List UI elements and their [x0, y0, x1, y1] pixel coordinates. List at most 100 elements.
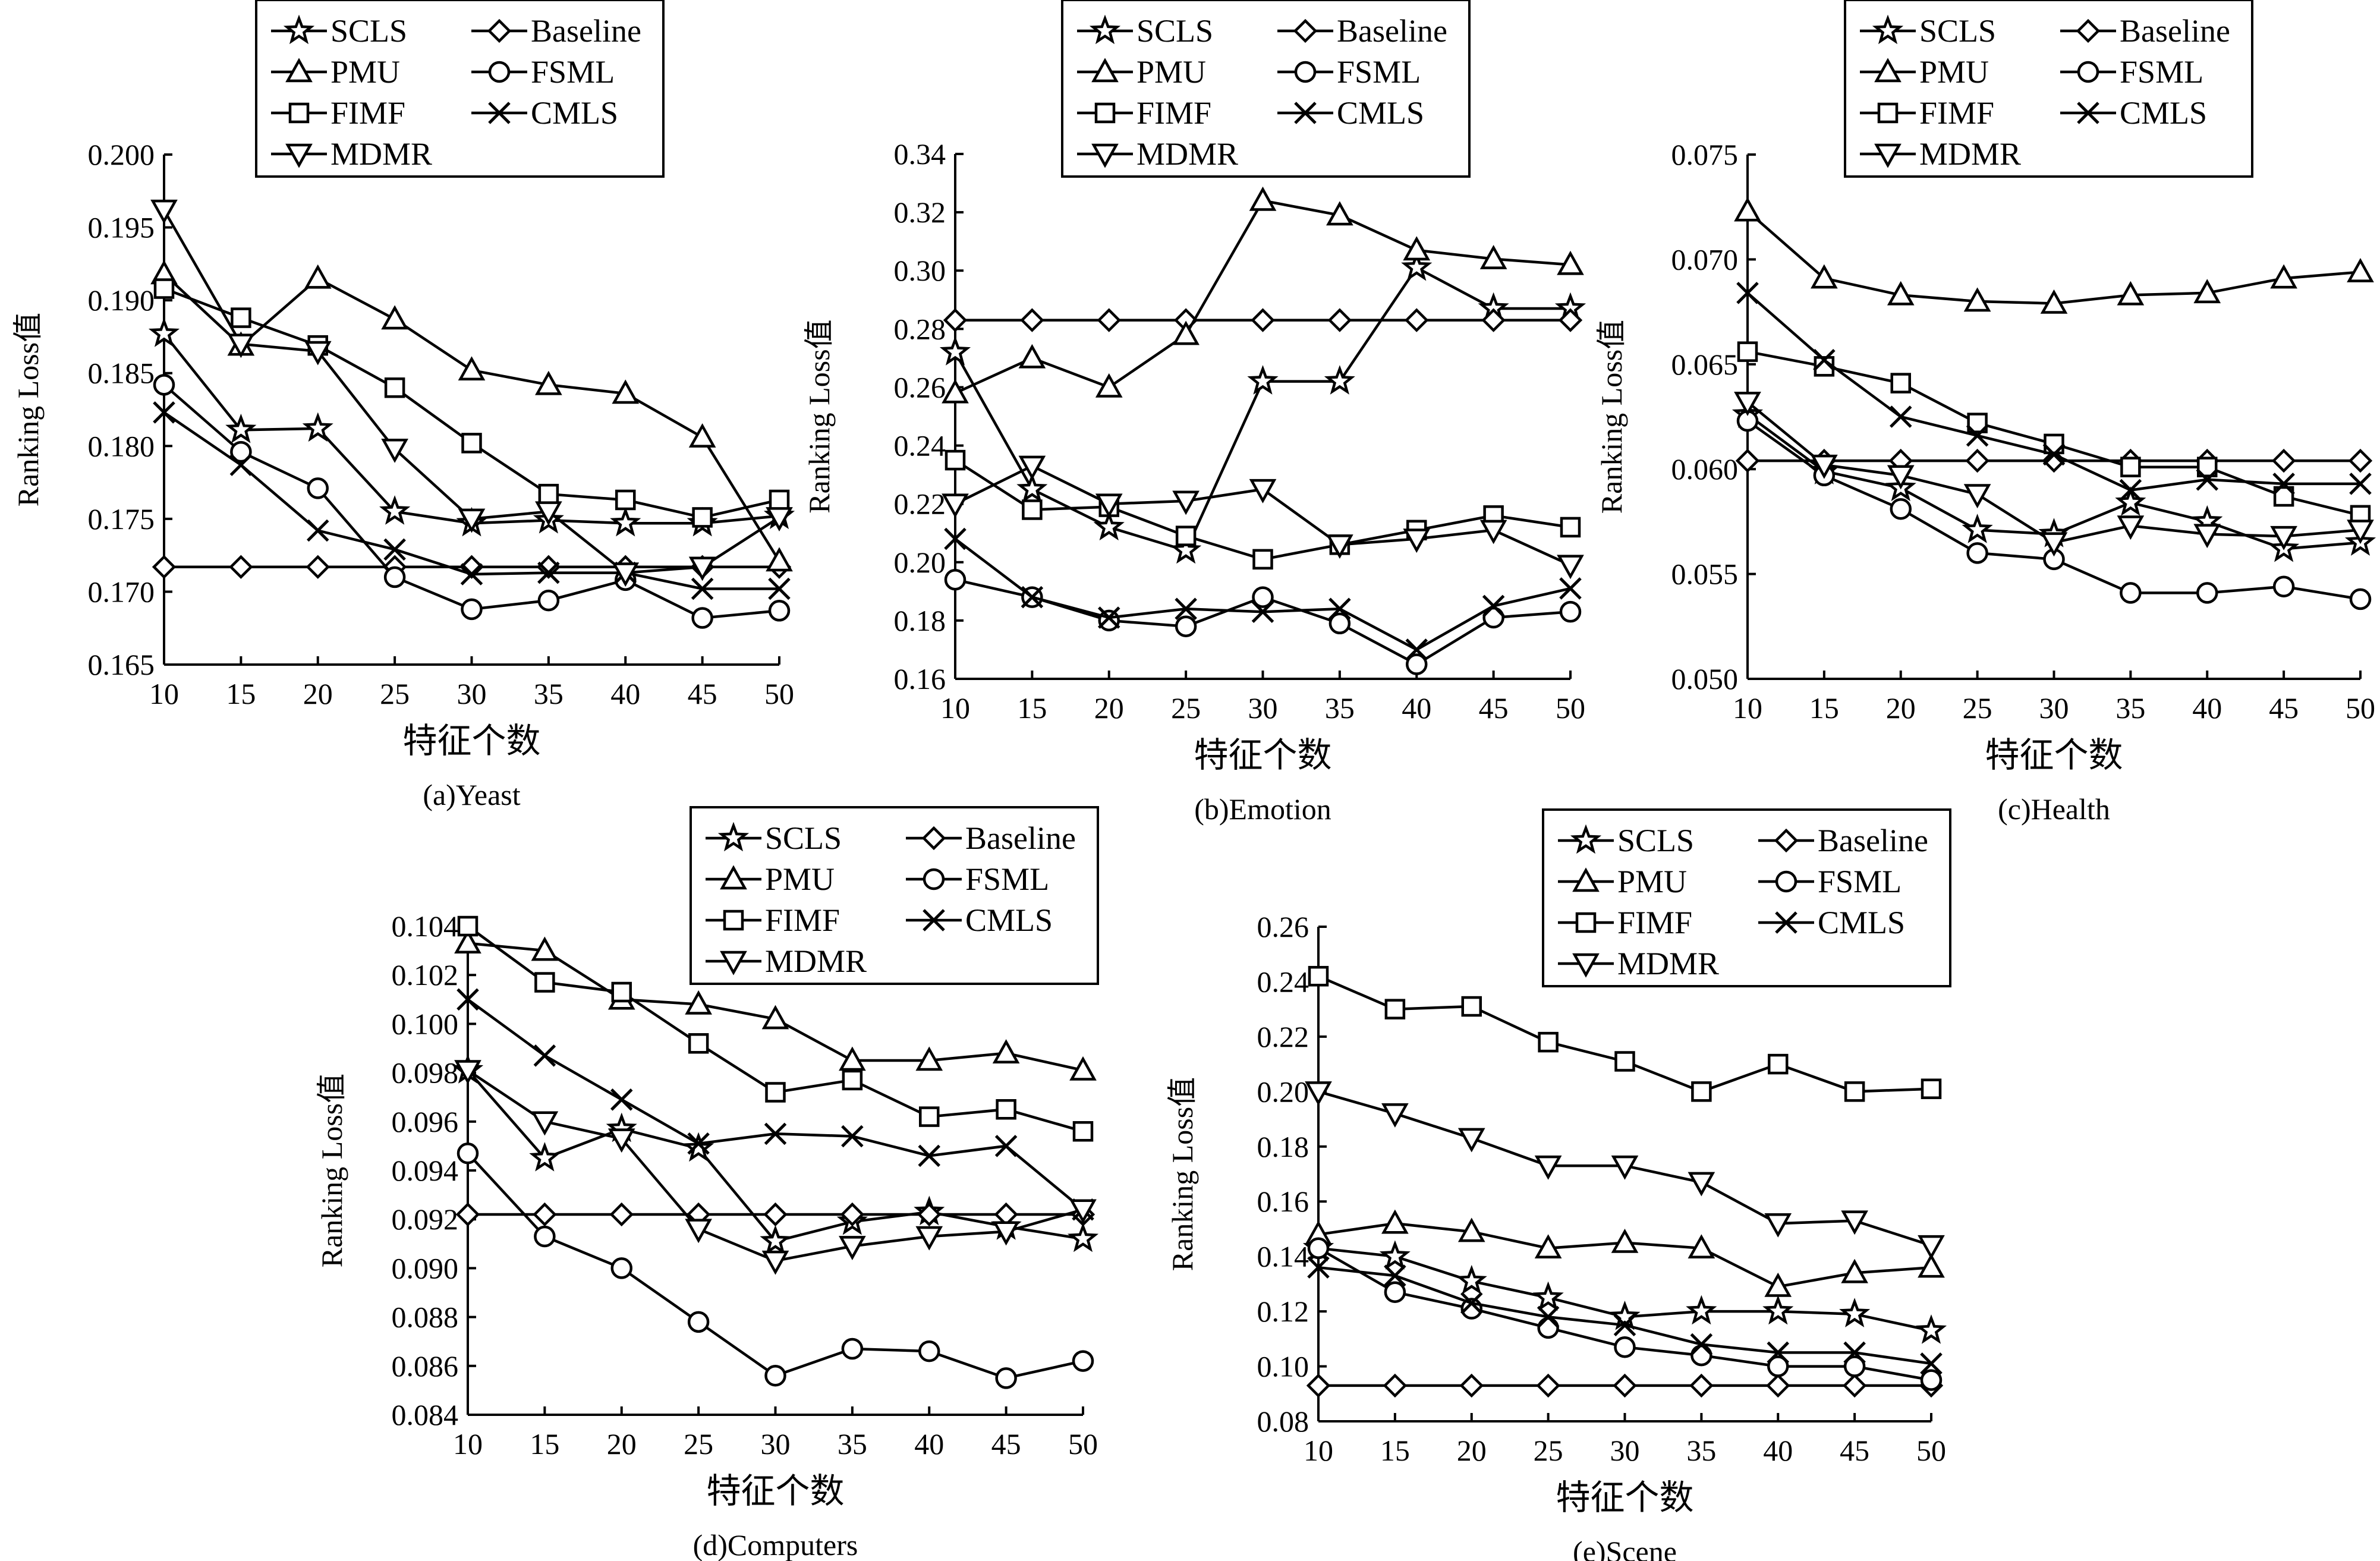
series-line [1318, 975, 1932, 1093]
y-axis-label: Ranking Loss值 [802, 319, 836, 513]
series-baseline [1306, 1373, 1944, 1398]
y-tick-label: 0.102 [392, 958, 459, 992]
x-tick-label: 35 [838, 1427, 867, 1461]
data-point-x [1736, 282, 1759, 304]
data-point-triangle-up [1887, 281, 1915, 306]
data-point-triangle-down [2347, 520, 2374, 545]
data-point-triangle-up [766, 547, 793, 572]
data-point-x [918, 1144, 941, 1167]
data-point-triangle-down [1557, 555, 1584, 580]
y-tick-label: 0.075 [1671, 138, 1739, 171]
series-line [163, 383, 780, 619]
legend-item-pmu: PMU [271, 54, 400, 90]
chart-panel: 0.08 0.10 0.12 0.14 0.16 0.18 0.20 0.22 0.24 0.26… [1166, 808, 1951, 1561]
legend-label: Baseline [2120, 13, 2230, 49]
legend-item-fsml: FSML [1277, 54, 1421, 90]
legend-label: FIMF [1137, 95, 1211, 131]
data-point-triangle-down [761, 1250, 789, 1275]
series-fimf [1308, 965, 1942, 1102]
data-point-x [768, 577, 791, 600]
data-point-triangle-down [766, 507, 793, 532]
data-point-triangle-up [454, 929, 481, 954]
x-axis-label: 特征个数 [1556, 1478, 1693, 1517]
y-tick-label: 0.096 [392, 1105, 459, 1138]
y-tick-label: 0.28 [894, 312, 946, 345]
data-point-triangle-up [992, 1039, 1020, 1063]
data-point-circle [1537, 1317, 1559, 1339]
y-axis-label: Ranking Loss值 [1166, 1077, 1199, 1271]
chart-panel: 0.050 0.055 0.060 0.065 0.070 0.075 10 15 20 25 30… [1595, 0, 2376, 826]
data-point-circle [153, 374, 175, 396]
series-cmls [1307, 1256, 1943, 1375]
y-tick-label: 0.22 [894, 487, 946, 521]
x-axis-label: 特征个数 [1194, 736, 1331, 775]
series-cmls [1736, 282, 2372, 502]
data-point-triangle-up [839, 1046, 866, 1071]
legend-item-pmu: PMU [706, 861, 835, 897]
data-point-square [1737, 341, 1758, 362]
series-mdmr [942, 455, 1584, 580]
x-tick-label: 10 [453, 1427, 483, 1461]
data-point-square [919, 1106, 940, 1127]
legend-item-cmls: CMLS [906, 902, 1053, 938]
legend-label: FIMF [765, 902, 840, 938]
y-tick-label: 0.100 [392, 1007, 459, 1040]
data-point-triangle-up [535, 370, 562, 395]
x-tick-label: 50 [1916, 1434, 1946, 1467]
data-point-star [1379, 1240, 1411, 1270]
data-point-diamond [1766, 1373, 1790, 1398]
legend-item-scls: SCLS [1077, 13, 1213, 49]
data-point-circle [1767, 1355, 1789, 1377]
legend-item-mdmr: MDMR [271, 136, 432, 172]
data-point-star [1324, 365, 1355, 395]
y-tick-label: 0.060 [1671, 452, 1739, 486]
series-mdmr [454, 1060, 1097, 1275]
data-point-x [1307, 1256, 1330, 1279]
legend-marker [923, 909, 945, 931]
data-point-x [944, 527, 967, 550]
legend-marker [1091, 143, 1119, 168]
data-point-triangle-down [607, 1128, 635, 1153]
legend-marker [720, 951, 747, 975]
legend: SCLS Baseline PMU FSML FIMF CMLS MDMR [1844, 0, 2253, 178]
data-point-star [1609, 1301, 1641, 1330]
data-point-circle [307, 477, 329, 499]
data-point-x [1920, 1352, 1943, 1375]
x-tick-label: 35 [2115, 691, 2145, 725]
x-tick-label: 35 [1686, 1434, 1716, 1467]
legend-item-scls: SCLS [1558, 823, 1694, 858]
data-point-square [457, 915, 478, 937]
data-point-diamond [306, 555, 330, 579]
data-point-triangle-up [915, 1046, 943, 1071]
data-point-square [461, 433, 482, 454]
data-point-triangle-down [1095, 493, 1123, 518]
data-point-circle [2120, 582, 2142, 604]
data-point-circle [2196, 582, 2218, 604]
data-point-circle [1328, 612, 1351, 635]
data-point-circle [1406, 653, 1428, 675]
data-point-x [537, 561, 560, 584]
legend-item-baseline: Baseline [1758, 823, 1928, 858]
series-scls [1302, 1232, 1947, 1344]
data-point-circle [687, 1311, 710, 1333]
data-point-x [1021, 586, 1044, 609]
data-point-circle [1307, 1237, 1330, 1260]
data-point-square [611, 981, 632, 1003]
x-tick-label: 30 [2039, 691, 2069, 725]
data-point-x [687, 1132, 710, 1155]
series-fimf [945, 449, 1581, 570]
legend-label: MDMR [1617, 946, 1719, 981]
data-point-x [2119, 479, 2142, 502]
x-tick-label: 20 [1457, 1434, 1487, 1467]
data-point-x [1251, 600, 1274, 623]
series-line [163, 287, 780, 519]
data-point-triangle-down [1764, 1213, 1792, 1238]
legend-label: SCLS [765, 820, 842, 856]
legend-label: CMLS [1818, 905, 1905, 940]
data-point-triangle-up [1381, 1209, 1409, 1234]
legend-item-scls: SCLS [706, 820, 842, 856]
data-point-x [1813, 348, 1836, 372]
data-point-square [231, 307, 251, 328]
legend-item-fsml: FSML [2060, 54, 2203, 90]
